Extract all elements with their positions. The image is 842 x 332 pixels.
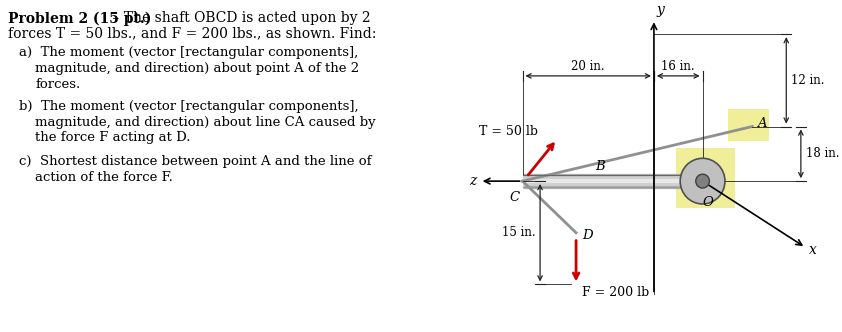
Text: y: y xyxy=(657,3,664,17)
Text: x: x xyxy=(808,243,817,257)
Text: the force F acting at D.: the force F acting at D. xyxy=(35,131,190,144)
Polygon shape xyxy=(727,109,769,141)
Text: magnitude, and direction) about point A of the 2: magnitude, and direction) about point A … xyxy=(35,62,360,75)
Text: C: C xyxy=(509,191,520,204)
Text: b)  The moment (vector [rectangular components],: b) The moment (vector [rectangular compo… xyxy=(19,100,359,113)
Text: 16 in.: 16 in. xyxy=(662,60,695,73)
Text: B: B xyxy=(595,160,605,173)
Text: action of the force F.: action of the force F. xyxy=(35,171,173,184)
Text: c)  Shortest distance between point A and the line of: c) Shortest distance between point A and… xyxy=(19,155,372,168)
Text: forces T = 50 lbs., and F = 200 lbs., as shown. Find:: forces T = 50 lbs., and F = 200 lbs., as… xyxy=(8,26,376,40)
Text: F = 200 lb: F = 200 lb xyxy=(582,286,649,299)
Text: O: O xyxy=(702,196,713,209)
Text: z: z xyxy=(470,174,477,188)
Text: 20 in.: 20 in. xyxy=(572,60,605,73)
Text: D: D xyxy=(582,229,593,242)
Polygon shape xyxy=(676,148,735,208)
Circle shape xyxy=(680,158,725,204)
Text: a)  The moment (vector [rectangular components],: a) The moment (vector [rectangular compo… xyxy=(19,46,359,59)
Text: Problem 2 (15 pt.): Problem 2 (15 pt.) xyxy=(8,11,152,26)
Text: 15 in.: 15 in. xyxy=(502,226,536,239)
Text: A: A xyxy=(757,117,767,130)
Text: 12 in.: 12 in. xyxy=(791,74,824,87)
Text: forces.: forces. xyxy=(35,78,80,91)
Text: T = 50 lb: T = 50 lb xyxy=(479,125,538,138)
Text: magnitude, and direction) about line CA caused by: magnitude, and direction) about line CA … xyxy=(35,116,376,128)
Text: – The shaft OBCD is acted upon by 2: – The shaft OBCD is acted upon by 2 xyxy=(108,11,370,25)
Circle shape xyxy=(695,174,710,188)
Text: 18 in.: 18 in. xyxy=(806,147,839,160)
